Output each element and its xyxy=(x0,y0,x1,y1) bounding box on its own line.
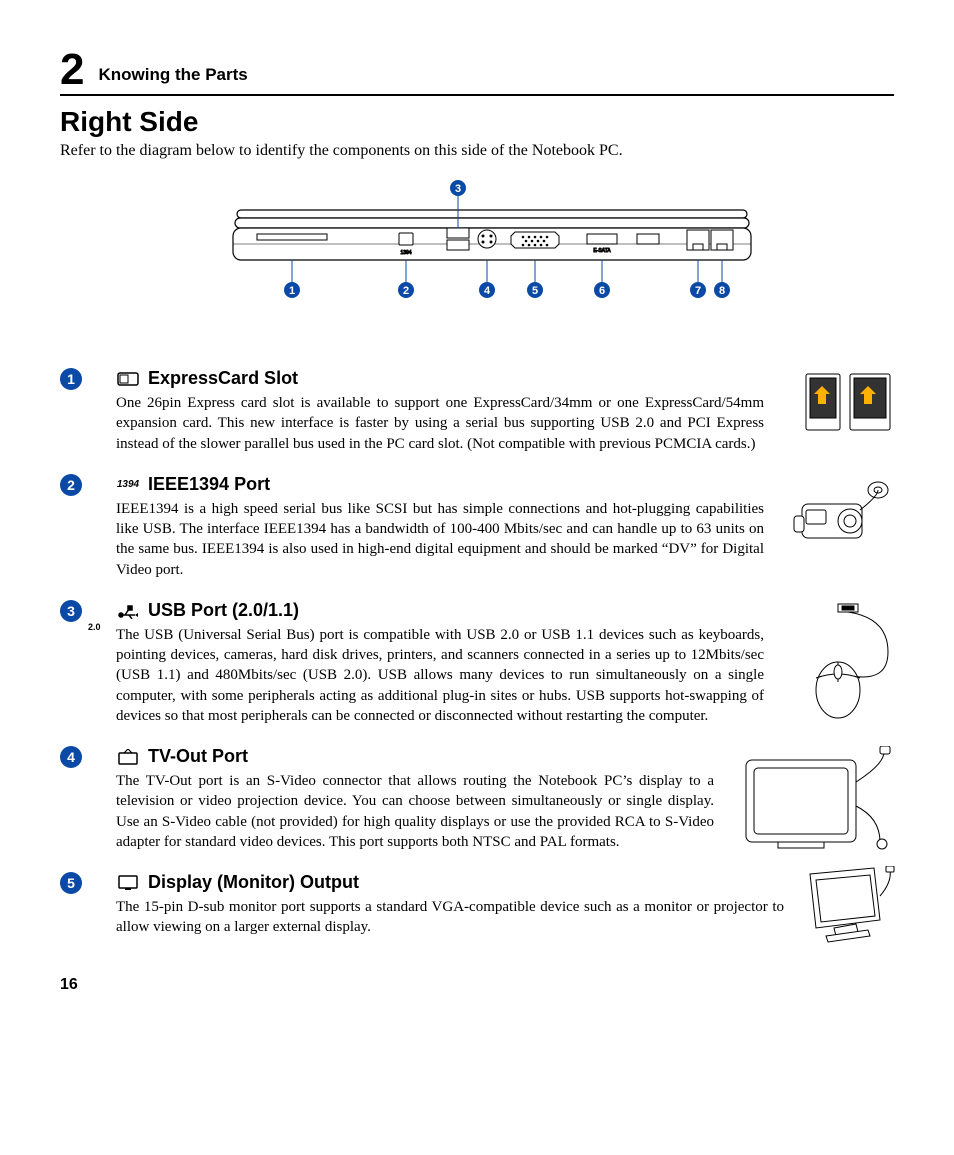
bullet-icon: 5 xyxy=(60,872,82,894)
section-display: 5 Display (Monitor) Output The 15-pin D-… xyxy=(60,872,894,938)
expresscards-illus xyxy=(798,368,898,443)
svg-text:3: 3 xyxy=(455,183,461,195)
bullet-icon: 4 xyxy=(60,746,82,768)
svg-text:2: 2 xyxy=(403,285,409,297)
section-body: The 15-pin D-sub monitor port supports a… xyxy=(116,897,894,938)
sections: 1 ExpressCard Slot One 26pin Express car… xyxy=(60,368,894,938)
tv-illus xyxy=(738,746,898,861)
svg-text:6: 6 xyxy=(599,285,605,297)
bullet-icon: 3 xyxy=(60,600,82,622)
intro-text: Refer to the diagram below to identify t… xyxy=(60,142,894,160)
page-title: Right Side xyxy=(60,106,894,138)
svg-text:E-SATA: E-SATA xyxy=(593,248,611,254)
chapter-title: Knowing the Parts xyxy=(98,65,247,85)
side-diagram: 1394 E-SATA xyxy=(60,178,894,328)
usb-sublabel: 2.0 xyxy=(88,622,101,632)
camcorder-illus xyxy=(788,474,898,559)
section-usb: 3 2.0 USB Port (2.0/1.1) The USB (Univer… xyxy=(60,600,894,726)
usb-icon xyxy=(116,601,140,619)
svg-text:7: 7 xyxy=(695,285,701,297)
section-body: IEEE1394 is a high speed serial bus like… xyxy=(116,499,894,580)
svg-text:5: 5 xyxy=(532,285,538,297)
ieee1394-icon: 1394 xyxy=(116,475,140,493)
svg-text:1: 1 xyxy=(289,285,295,297)
section-expresscard: 1 ExpressCard Slot One 26pin Express car… xyxy=(60,368,894,454)
chapter-header: 2 Knowing the Parts xyxy=(60,48,894,96)
notebook-side-svg: 1394 E-SATA xyxy=(167,178,787,328)
section-ieee1394: 2 1394 IEEE1394 Port IEEE1394 is a high … xyxy=(60,474,894,580)
monitor-icon xyxy=(116,874,140,892)
section-title: IEEE1394 Port xyxy=(148,474,270,495)
section-body: One 26pin Express card slot is available… xyxy=(116,393,894,454)
bullet-icon: 2 xyxy=(60,474,82,496)
section-title: TV-Out Port xyxy=(148,746,248,767)
chapter-number: 2 xyxy=(60,48,84,92)
section-title: USB Port (2.0/1.1) xyxy=(148,600,299,621)
expresscard-icon xyxy=(116,370,140,388)
svg-text:1394: 1394 xyxy=(400,250,411,256)
svg-text:4: 4 xyxy=(484,285,491,297)
monitor-illus xyxy=(798,866,898,951)
section-title: ExpressCard Slot xyxy=(148,368,298,389)
tvout-icon xyxy=(116,748,140,766)
bullet-icon: 1 xyxy=(60,368,82,390)
section-title: Display (Monitor) Output xyxy=(148,872,359,893)
page-number: 16 xyxy=(60,976,894,994)
section-tvout: 4 TV-Out Port The TV-Out port is an S-Vi… xyxy=(60,746,894,852)
mouse-illus xyxy=(798,600,898,725)
section-body: The USB (Universal Serial Bus) port is c… xyxy=(116,625,894,726)
svg-text:8: 8 xyxy=(719,285,725,297)
